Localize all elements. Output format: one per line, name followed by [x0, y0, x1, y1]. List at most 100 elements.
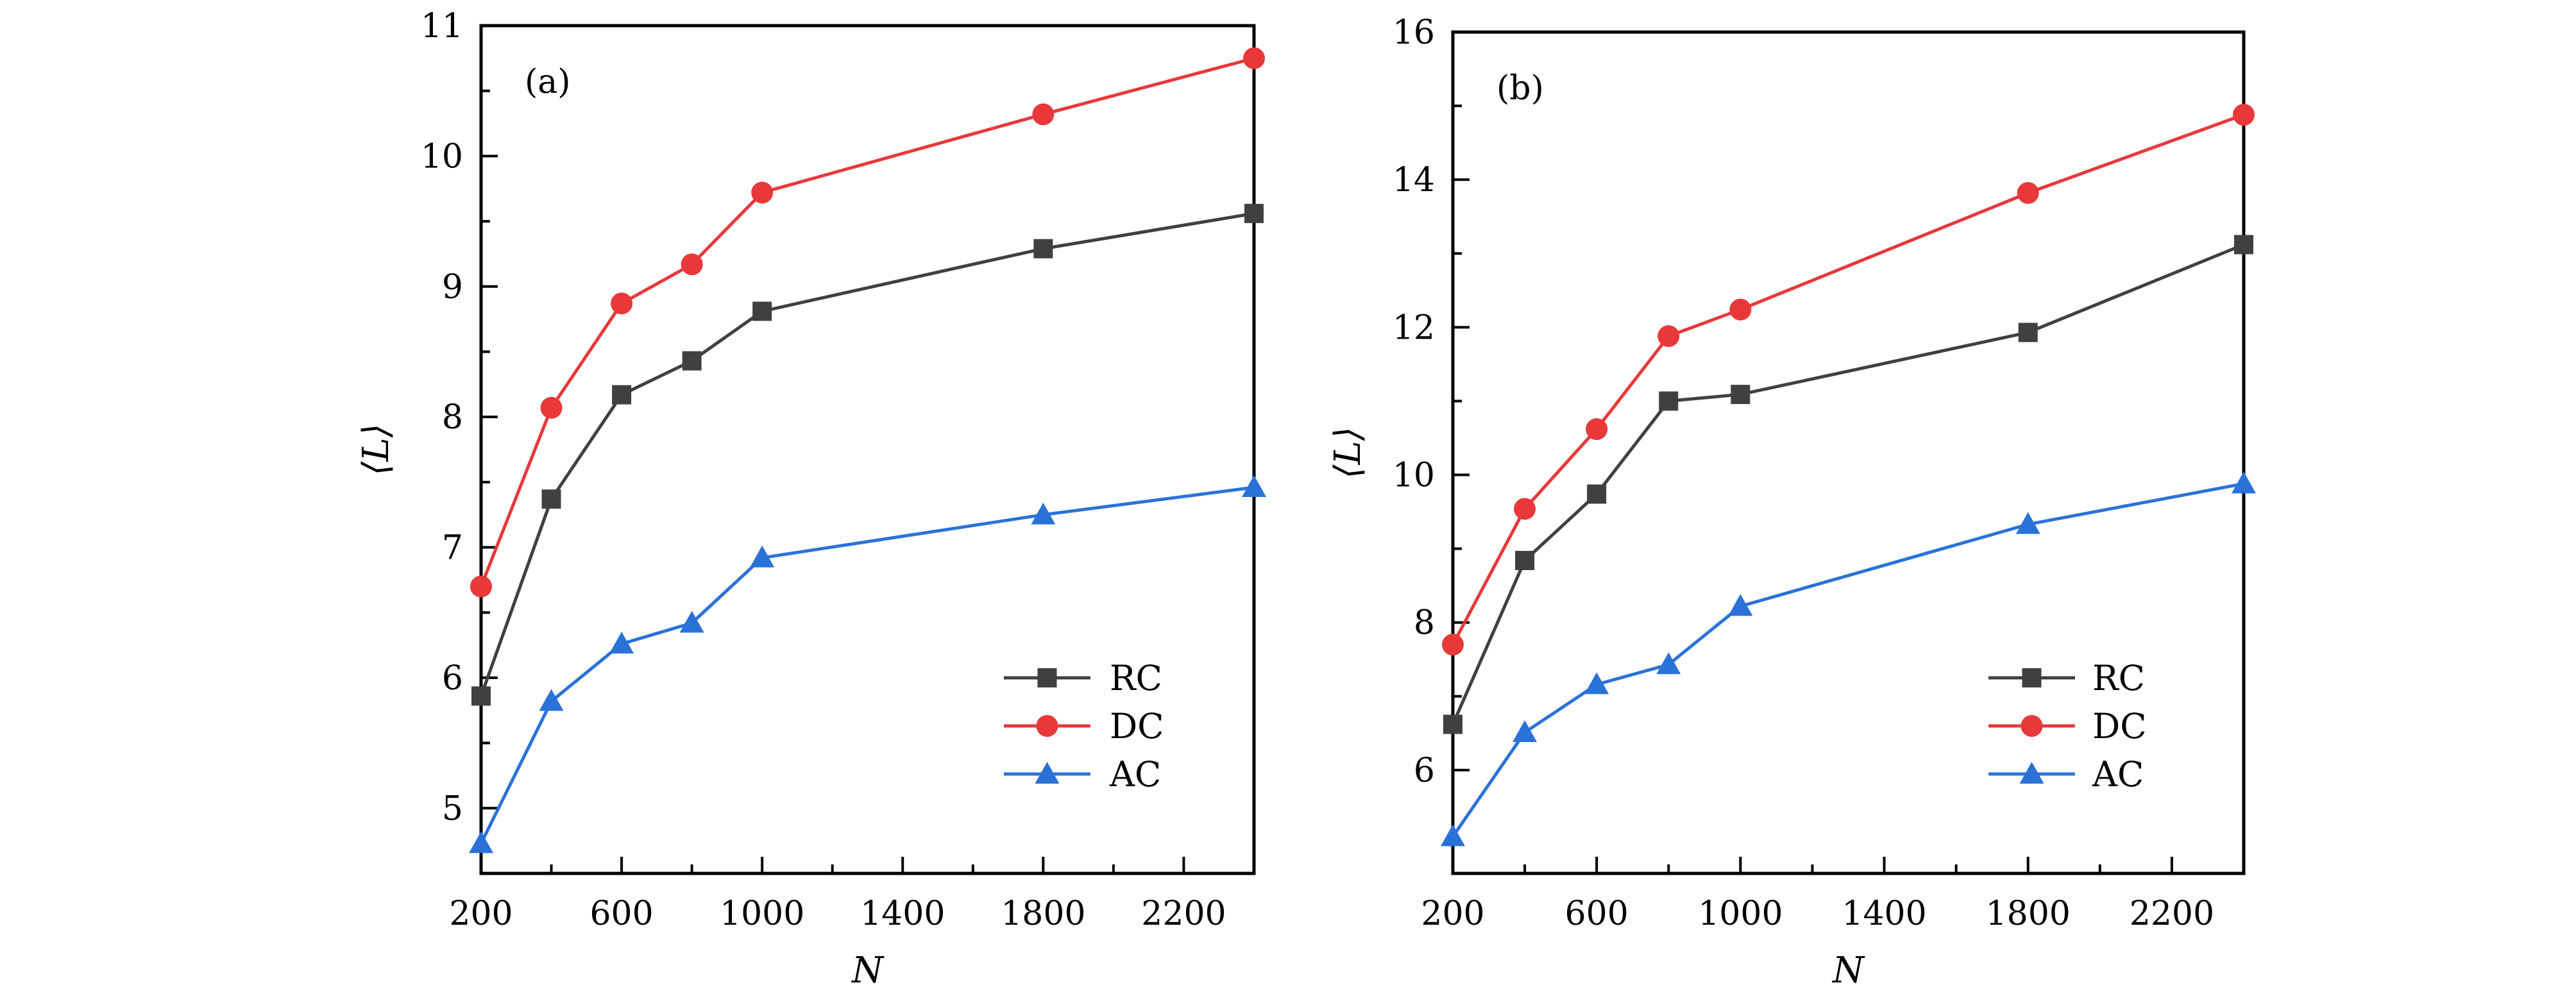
data-point-ac [1031, 502, 1056, 525]
data-point-dc [681, 253, 703, 276]
data-point-rc [1731, 385, 1750, 405]
panel-label: (a) [525, 63, 571, 101]
legend-marker-ac [1035, 762, 1060, 784]
y-tick-label: 5 [442, 789, 463, 828]
x-tick-label: 1000 [1698, 895, 1783, 933]
data-point-ac [2015, 512, 2040, 534]
data-point-rc [1515, 551, 1535, 571]
data-point-ac [609, 632, 634, 654]
data-point-rc [1659, 391, 1679, 411]
data-point-ac [1728, 594, 1753, 616]
x-tick-label: 2200 [2130, 895, 2214, 933]
x-tick-label: 600 [589, 895, 653, 933]
data-point-rc [612, 385, 632, 405]
data-point-dc [2233, 103, 2255, 126]
y-tick-label: 8 [1414, 604, 1435, 643]
y-tick-label: 14 [1393, 161, 1435, 199]
data-point-ac [679, 610, 704, 633]
data-point-dc [2017, 181, 2039, 204]
y-tick-label: 6 [1414, 752, 1435, 790]
legend: RC DC AC [1004, 658, 1164, 795]
chart-panel-b: 200 600 1000 1400 1800 2200 6 8 10 12 14 16 N ⟨L⟩ (b) R… [1327, 13, 2256, 985]
x-tick-label: 1000 [720, 895, 804, 933]
data-point-rc [682, 351, 702, 371]
x-tick-label: 1800 [1001, 895, 1085, 933]
legend-marker-dc [1036, 715, 1058, 737]
y-tick-label: 16 [1393, 13, 1435, 52]
y-tick-label: 11 [421, 7, 463, 46]
panel-label: (b) [1496, 69, 1544, 108]
x-tick-label: 600 [1565, 895, 1629, 933]
data-point-dc [470, 575, 492, 598]
plot-frame [1451, 30, 2246, 875]
data-point-dc [1243, 47, 1265, 69]
data-point-ac [1656, 652, 1681, 675]
data-point-rc [1244, 203, 1264, 223]
series-rc [471, 203, 1264, 706]
chart-panel-a: 200 600 1000 1400 1800 2200 5 6 7 8 9 10 11 N ⟨L⟩ (a) RC… [355, 7, 1266, 985]
legend-label-ac: AC [1109, 754, 1161, 795]
data-point-dc [1657, 325, 1680, 348]
x-tick-label: 200 [449, 895, 513, 933]
y-axis-title: ⟨L⟩ [355, 424, 397, 476]
legend-marker-rc [1037, 668, 1057, 687]
data-point-ac [1513, 720, 1538, 743]
data-point-dc [1442, 634, 1464, 656]
data-point-rc [1033, 239, 1053, 258]
data-point-rc [2234, 235, 2253, 255]
data-point-rc [471, 686, 491, 706]
y-tick-label: 10 [1393, 457, 1435, 495]
x-tick-label: 1800 [1986, 895, 2071, 933]
series-dc [1442, 103, 2255, 656]
series-line-rc [479, 212, 1255, 697]
data-point-ac [1242, 475, 1266, 497]
series-line-dc [479, 56, 1255, 587]
series-ac [1441, 471, 2256, 846]
x-axis-title: N [851, 950, 885, 985]
y-tick-label: 7 [442, 529, 463, 568]
data-point-ac [1441, 824, 1465, 846]
y-tick-label: 6 [442, 659, 463, 698]
legend-marker-dc [2021, 715, 2043, 737]
data-point-ac [750, 545, 775, 568]
data-point-rc [541, 489, 561, 509]
data-point-dc [540, 396, 563, 419]
data-point-dc [1514, 498, 1536, 520]
legend-label-dc: DC [2092, 706, 2147, 746]
data-point-dc [751, 181, 774, 204]
x-tick-label: 200 [1421, 895, 1484, 933]
legend-label-rc: RC [1110, 658, 1162, 698]
data-point-dc [611, 292, 633, 315]
data-point-ac [469, 831, 493, 854]
legend-marker-rc [2022, 668, 2042, 687]
y-tick-label: 9 [442, 268, 463, 307]
legend-label-rc: RC [2092, 658, 2145, 698]
y-tick-label: 8 [442, 398, 463, 437]
data-point-rc [1587, 484, 1607, 504]
series-line-dc [1451, 113, 2244, 646]
y-tick-label: 12 [1393, 308, 1435, 347]
x-tick-label: 1400 [860, 895, 945, 933]
data-point-ac [2232, 471, 2256, 494]
data-point-rc [1443, 714, 1462, 734]
data-point-dc [1729, 298, 1752, 321]
data-point-rc [2018, 323, 2038, 342]
data-point-rc [752, 301, 772, 321]
data-point-dc [1032, 103, 1055, 126]
series-ac [469, 475, 1266, 854]
y-axis-title: ⟨L⟩ [1327, 427, 1369, 479]
series-dc [470, 47, 1265, 598]
legend-label-ac: AC [2092, 754, 2144, 795]
data-point-ac [539, 689, 564, 711]
series-line-rc [1451, 243, 2244, 725]
plot-frame [479, 24, 1256, 875]
legend: RC DC AC [1988, 658, 2147, 795]
data-point-dc [1586, 418, 1608, 441]
x-tick-label: 1400 [1842, 895, 1926, 933]
y-tick-label: 10 [421, 137, 463, 176]
x-tick-label: 2200 [1141, 895, 1226, 933]
series-rc [1443, 235, 2253, 734]
x-axis-title: N [1831, 950, 1865, 985]
legend-marker-ac [2019, 762, 2044, 784]
